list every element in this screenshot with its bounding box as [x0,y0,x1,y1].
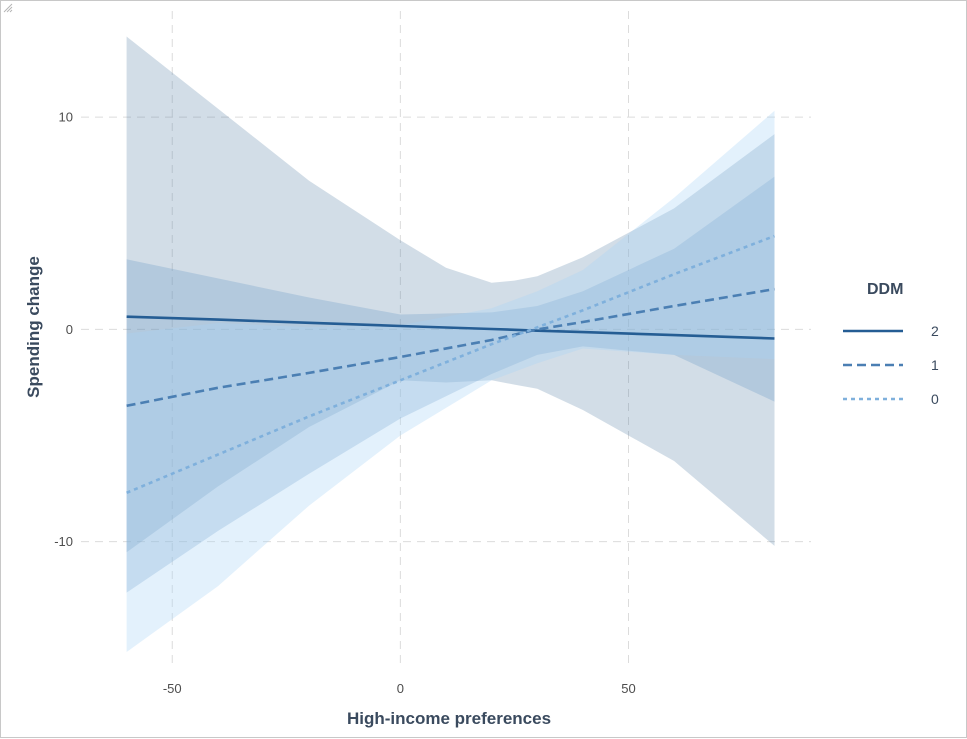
gridlines [81,11,811,669]
resize-grip-icon[interactable] [1,1,13,13]
x-tick-label: -50 [163,681,182,696]
confidence-bands [126,36,775,653]
x-axis-title: High-income preferences [347,709,551,728]
x-tick-label: 50 [621,681,635,696]
series-line-ddm-2 [126,315,775,340]
legend-items: 2 1 0 [843,323,939,407]
y-axis-title: Spending change [24,256,43,398]
y-tick-label: 0 [66,322,73,337]
series-line-ddm-0 [126,234,775,494]
y-axis-ticks: -10 0 10 [54,110,73,550]
legend-label-ddm-2: 2 [931,323,939,339]
legend-title: DDM [867,281,903,298]
legend-label-ddm-1: 1 [931,357,939,373]
confidence-band-ddm-1 [126,176,775,593]
x-tick-label: 0 [397,681,404,696]
series-lines [126,234,775,494]
x-axis-ticks: -50 0 50 [163,681,636,696]
legend-label-ddm-0: 0 [931,391,939,407]
legend: DDM 2 1 0 [843,281,939,407]
y-tick-label: 10 [59,110,73,125]
confidence-band-ddm-2 [126,36,775,553]
confidence-band-ddm-0 [126,110,775,653]
series-line-ddm-1 [126,287,775,408]
y-tick-label: -10 [54,534,73,549]
